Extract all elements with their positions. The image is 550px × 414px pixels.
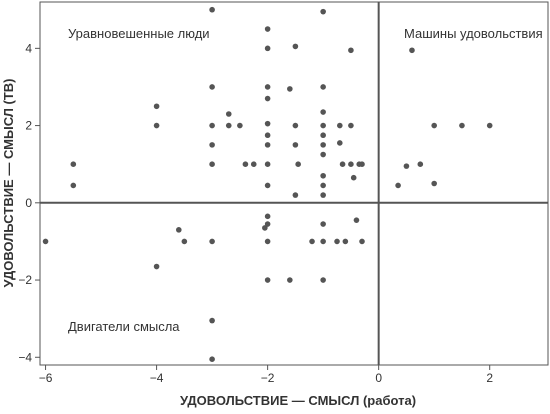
data-point — [409, 47, 415, 54]
data-point — [320, 277, 326, 283]
ticks-layer: −6 −4 −2 0 2 −4 −2 0 2 4 — [18, 41, 493, 385]
y-axis-label: УДОВОЛЬСТВИЕ — СМЫСЛ (ТВ) — [1, 79, 16, 288]
data-point — [153, 103, 160, 110]
quadrant-label-top-right: Машины удовольствия — [404, 26, 543, 41]
y-tick-label: 0 — [25, 196, 32, 210]
data-point — [264, 120, 271, 127]
data-point — [264, 26, 271, 32]
data-point — [264, 95, 271, 102]
data-point — [70, 182, 77, 189]
data-point — [320, 172, 326, 179]
data-point — [431, 180, 437, 187]
data-point — [295, 161, 301, 167]
data-point — [334, 238, 340, 245]
data-point — [320, 221, 326, 227]
data-point — [309, 238, 315, 245]
data-point — [70, 161, 77, 167]
data-point — [209, 122, 215, 129]
quadrant-label-top-left: Уравновешенные люди — [68, 26, 210, 41]
data-point — [287, 277, 293, 283]
points-layer — [42, 6, 493, 363]
data-point — [431, 122, 437, 129]
data-point — [264, 221, 271, 227]
x-tick-label: −2 — [261, 371, 275, 385]
x-tick-label: −6 — [39, 371, 53, 385]
data-point — [209, 84, 215, 90]
data-point — [292, 142, 299, 148]
data-point — [242, 161, 249, 167]
data-point — [359, 161, 365, 167]
data-point — [262, 225, 268, 231]
data-point — [287, 86, 293, 92]
data-point — [153, 263, 160, 270]
data-point — [264, 84, 271, 90]
plot-border — [39, 1, 549, 366]
data-point — [353, 217, 360, 223]
y-tick-label: −4 — [18, 350, 32, 364]
data-point — [209, 161, 215, 167]
quadrant-lines — [40, 2, 548, 365]
data-point — [264, 213, 271, 220]
data-point — [320, 132, 326, 139]
data-point — [225, 111, 232, 117]
data-point — [42, 238, 49, 245]
data-point — [209, 6, 215, 13]
data-point — [250, 161, 257, 167]
data-point — [337, 122, 343, 129]
data-point — [320, 109, 326, 115]
x-axis-label: УДОВОЛЬСТВИЕ — СМЫСЛ (работа) — [180, 393, 416, 408]
data-point — [459, 122, 465, 129]
x-tick-label: 0 — [375, 371, 382, 385]
data-point — [264, 238, 271, 245]
data-point — [320, 142, 326, 148]
data-point — [237, 122, 243, 129]
data-point — [209, 142, 215, 148]
data-point — [320, 182, 326, 189]
data-point — [320, 122, 326, 129]
plot-frame — [39, 1, 549, 366]
data-point — [320, 8, 326, 15]
data-point — [264, 182, 271, 189]
data-point — [175, 227, 182, 233]
data-point — [320, 151, 326, 158]
x-tick-label: 2 — [486, 371, 493, 385]
x-tick-label: −4 — [150, 371, 164, 385]
data-point — [348, 47, 354, 54]
data-point — [209, 238, 215, 245]
data-point — [337, 140, 343, 146]
data-point — [209, 356, 215, 363]
data-point — [292, 122, 299, 129]
data-point — [225, 122, 232, 129]
data-point — [264, 161, 271, 167]
data-point — [209, 317, 215, 324]
data-point — [264, 45, 271, 52]
data-point — [292, 43, 299, 50]
data-point — [486, 122, 493, 129]
data-point — [339, 161, 346, 167]
data-point — [320, 192, 326, 198]
data-point — [348, 122, 354, 129]
data-point — [359, 238, 365, 245]
data-point — [181, 238, 188, 245]
data-point — [350, 174, 357, 181]
data-point — [320, 238, 326, 245]
data-point — [320, 84, 326, 90]
data-point — [264, 277, 271, 283]
y-tick-label: −2 — [18, 273, 32, 287]
data-point — [153, 122, 160, 129]
data-point — [264, 132, 271, 139]
data-point — [292, 192, 299, 198]
y-tick-label: 4 — [25, 41, 32, 55]
data-point — [342, 238, 349, 245]
data-point — [417, 161, 424, 167]
data-point — [403, 163, 410, 169]
quadrant-label-bottom-left: Двигатели смысла — [68, 319, 180, 334]
y-tick-label: 2 — [25, 119, 32, 133]
data-point — [348, 161, 354, 167]
data-point — [264, 142, 271, 148]
data-point — [395, 182, 401, 189]
